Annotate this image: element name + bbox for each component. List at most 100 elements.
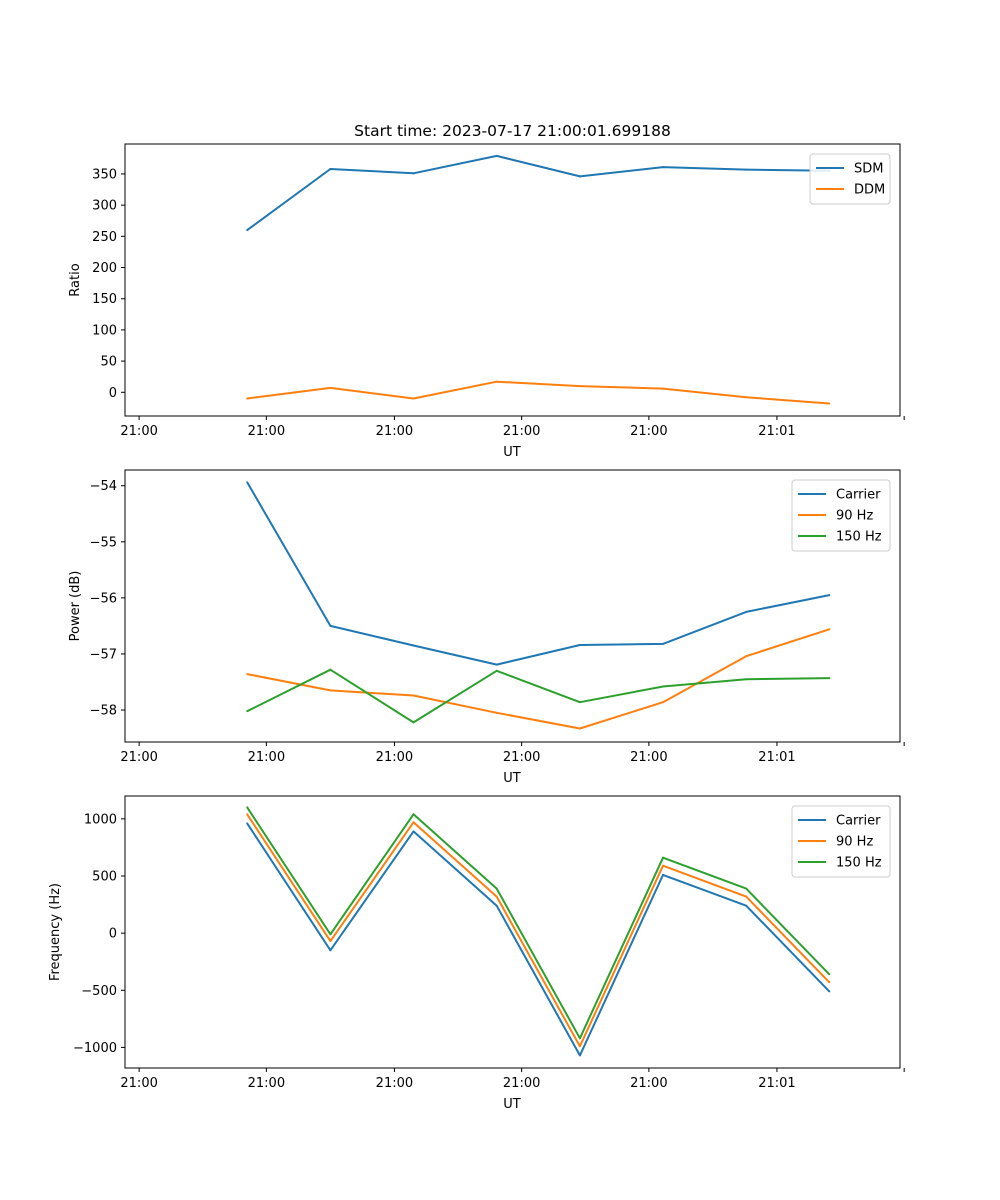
legend-label: SDM xyxy=(854,162,883,177)
legend: Carrier 90 Hz 150 Hz xyxy=(791,479,891,552)
y-tick-label: 200 xyxy=(92,261,117,276)
y-tick-label: 50 xyxy=(100,355,117,370)
y-tick-label: 0 xyxy=(109,386,117,401)
y-tick-label: 1000 xyxy=(84,812,117,827)
x-tick-label: 21:00 xyxy=(630,1076,667,1091)
data-point xyxy=(828,628,831,631)
x-tick-label: 21:00 xyxy=(120,750,157,765)
y-tick-label: −55 xyxy=(90,535,117,550)
data-point xyxy=(246,481,249,484)
data-point xyxy=(662,873,665,876)
x-axis-label: UT xyxy=(503,445,521,460)
data-point xyxy=(745,655,748,658)
data-point xyxy=(745,168,748,171)
data-point xyxy=(412,821,415,824)
data-point xyxy=(662,856,665,859)
plot-frame xyxy=(124,795,901,1069)
x-tick-label: 21:00 xyxy=(376,1076,413,1091)
legend: SDM DDM xyxy=(809,153,891,205)
data-point xyxy=(495,154,498,157)
chart-panel-1: 21:00 21:00 21:00 21:00 21:00 21:01 0 50 100 150 2… xyxy=(68,143,905,460)
chart-panel-2: 21:00 21:00 21:00 21:00 21:00 21:01 −58 −57 −56 −… xyxy=(68,469,905,786)
data-point xyxy=(412,813,415,816)
data-point xyxy=(828,594,831,597)
data-point xyxy=(412,397,415,400)
data-point xyxy=(329,940,332,943)
series-line-150-hz xyxy=(246,668,830,724)
y-tick-label: 150 xyxy=(92,292,117,307)
legend-label: 90 Hz xyxy=(836,835,873,850)
data-point xyxy=(495,380,498,383)
x-tick-label: 21:00 xyxy=(630,424,667,439)
series-line-carrier xyxy=(246,481,830,666)
legend-label: 150 Hz xyxy=(836,856,882,871)
y-tick-label: −1000 xyxy=(73,1041,117,1056)
data-point xyxy=(329,933,332,936)
y-tick-label: 250 xyxy=(92,230,117,245)
x-tick-label: 21:00 xyxy=(630,750,667,765)
y-tick-label: 0 xyxy=(109,927,117,942)
data-point xyxy=(495,895,498,898)
y-tick-label: −58 xyxy=(90,704,117,719)
data-point xyxy=(246,229,249,232)
legend-label: 150 Hz xyxy=(836,530,882,545)
x-axis-label: UT xyxy=(503,771,521,786)
data-point xyxy=(246,813,249,816)
y-tick-label: 500 xyxy=(92,870,117,885)
x-tick-label: 21:00 xyxy=(120,1076,157,1091)
y-tick-label: 100 xyxy=(92,323,117,338)
x-tick-label: 21:00 xyxy=(248,1076,285,1091)
data-point xyxy=(578,727,581,730)
legend-box xyxy=(809,153,891,205)
data-point xyxy=(412,694,415,697)
plot-frame xyxy=(124,469,901,743)
y-tick-label: 350 xyxy=(92,167,117,182)
data-point xyxy=(578,1045,581,1048)
data-point xyxy=(745,396,748,399)
data-point xyxy=(578,643,581,646)
plot-frame xyxy=(124,143,901,417)
data-point xyxy=(578,701,581,704)
y-axis-label: Power (dB) xyxy=(68,571,83,642)
data-point xyxy=(495,663,498,666)
y-tick-label: −54 xyxy=(90,479,117,494)
data-point xyxy=(828,981,831,984)
data-point xyxy=(578,1037,581,1040)
x-tick-label: 21:00 xyxy=(248,424,285,439)
chart-panel-3: 21:00 21:00 21:00 21:00 21:00 21:01 −1000 −500 0… xyxy=(48,795,905,1112)
data-point xyxy=(662,166,665,169)
data-point xyxy=(745,904,748,907)
y-tick-label: −56 xyxy=(90,591,117,606)
x-tick-label: 21:01 xyxy=(758,750,795,765)
data-point xyxy=(745,887,748,890)
data-point xyxy=(828,990,831,993)
legend-label: Carrier xyxy=(836,488,881,503)
x-tick-label: 21:01 xyxy=(758,424,795,439)
data-point xyxy=(412,830,415,833)
x-tick-label: 21:01 xyxy=(758,1076,795,1091)
data-point xyxy=(329,624,332,627)
data-point xyxy=(745,895,748,898)
data-point xyxy=(329,668,332,671)
legend-label: DDM xyxy=(854,183,885,198)
x-tick-label: 21:00 xyxy=(503,1076,540,1091)
data-point xyxy=(828,677,831,680)
data-point xyxy=(329,949,332,952)
series-line-90-hz xyxy=(247,628,830,730)
data-point xyxy=(329,386,332,389)
series-line-ddm xyxy=(247,380,830,405)
x-tick-label: 21:00 xyxy=(503,750,540,765)
data-point xyxy=(662,864,665,867)
x-tick-label: 21:00 xyxy=(376,750,413,765)
data-point xyxy=(412,172,415,175)
y-tick-label: −500 xyxy=(81,984,117,999)
data-point xyxy=(412,721,415,724)
y-axis-label: Frequency (Hz) xyxy=(48,883,63,981)
data-point xyxy=(246,806,249,809)
x-axis-label: UT xyxy=(503,1097,521,1112)
legend-box xyxy=(791,479,891,552)
data-point xyxy=(246,710,249,713)
data-point xyxy=(246,822,249,825)
data-point xyxy=(662,387,665,390)
series-line-90-hz xyxy=(246,813,831,1048)
